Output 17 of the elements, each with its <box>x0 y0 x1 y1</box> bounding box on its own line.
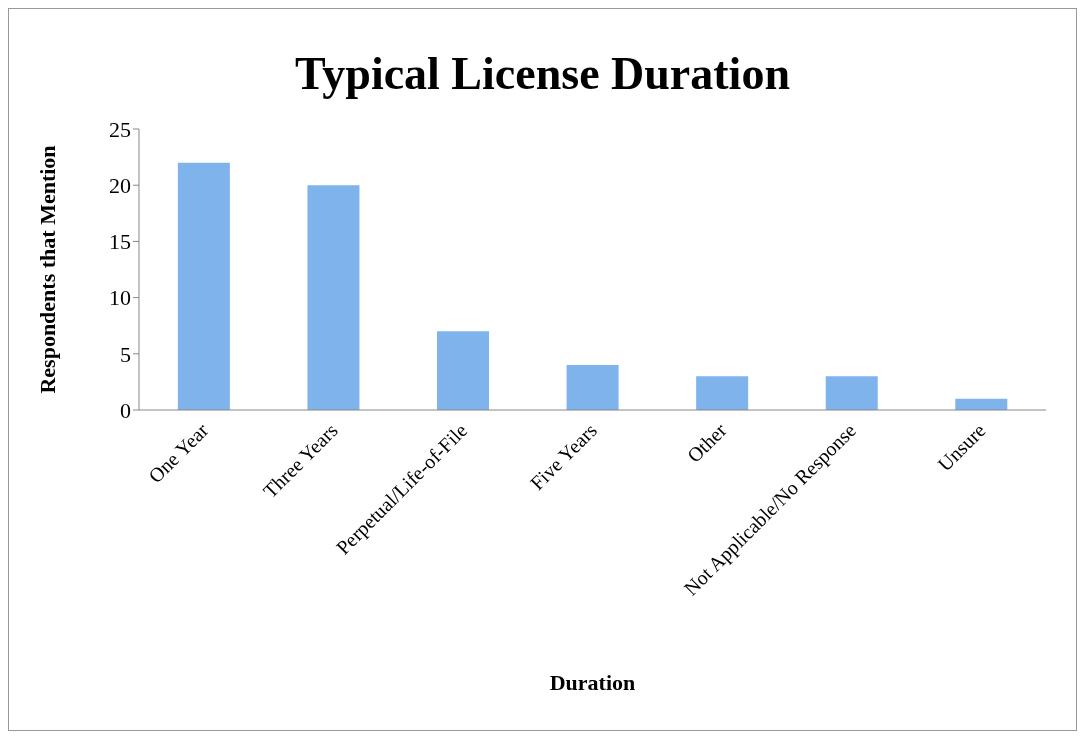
y-tick-label: 10 <box>109 285 131 311</box>
y-tick-label: 5 <box>120 341 131 367</box>
chart-title: Typical License Duration <box>294 47 791 100</box>
bar <box>177 162 230 410</box>
y-tick-label: 20 <box>109 173 131 199</box>
y-axis-title: Respondents that Mention <box>34 145 60 394</box>
bar <box>825 376 878 410</box>
x-tick-label: Five Years <box>525 418 602 495</box>
y-tick-label: 15 <box>109 229 131 255</box>
bar <box>696 376 749 410</box>
x-axis-title: Duration <box>549 670 636 695</box>
x-tick-label: One Year <box>144 418 213 488</box>
y-tick-label: 0 <box>120 397 131 423</box>
y-tick-label: 25 <box>109 116 131 142</box>
bar <box>437 331 490 410</box>
bar <box>307 185 360 410</box>
bar <box>566 365 619 410</box>
